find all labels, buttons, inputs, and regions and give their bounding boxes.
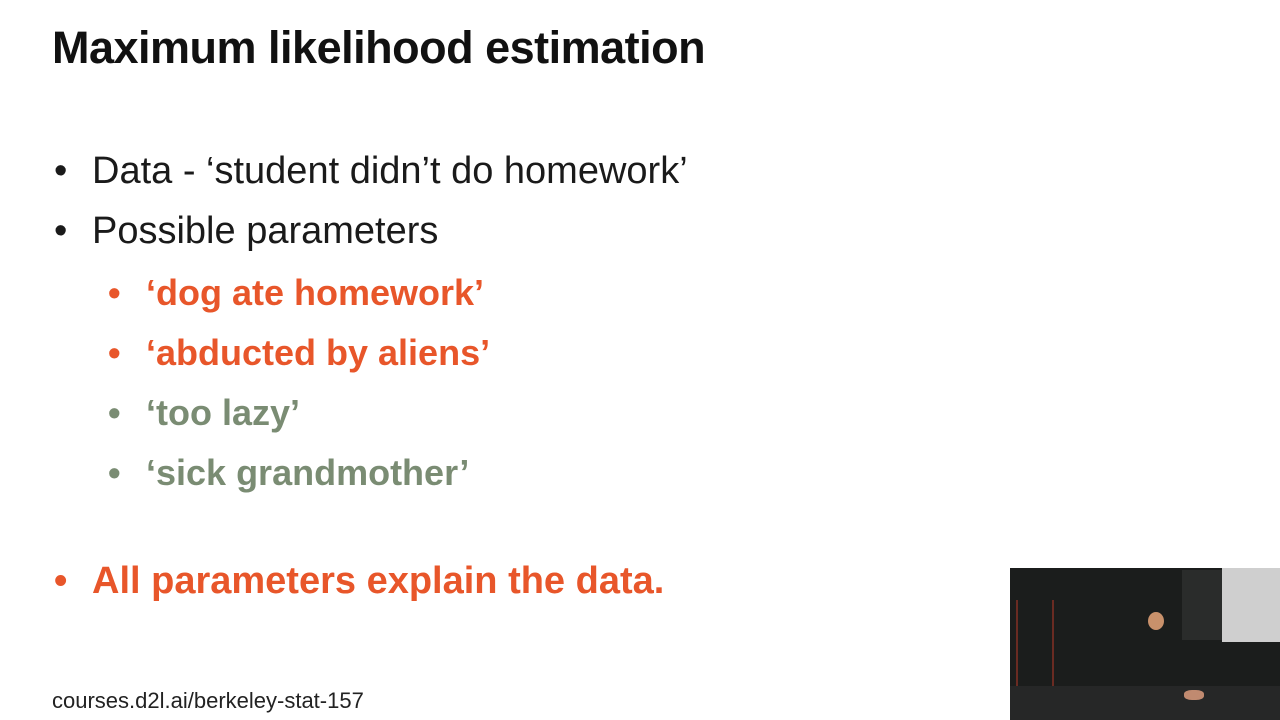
sub-bullet-abducted-by-aliens: • ‘abducted by aliens’ [108,332,490,374]
sub-bullet-dog-ate-homework: • ‘dog ate homework’ [108,272,484,314]
slide-title: Maximum likelihood estimation [52,22,706,73]
webcam-floor [1010,686,1280,720]
webcam-table [1016,600,1054,710]
bullet-dot: • [108,452,121,493]
webcam-object [1184,690,1204,700]
bullet-data-text: Data - ‘student didn’t do homework’ [92,150,688,192]
sub-bullet-text: ‘dog ate homework’ [146,272,485,313]
webcam-wall [1222,568,1280,642]
webcam-presenter [1148,612,1164,630]
bullet-dot: • [108,332,121,373]
sub-bullet-text: ‘too lazy’ [146,392,301,433]
bullet-dot: • [108,272,121,313]
bullet-data: • Data - ‘student didn’t do homework’ [54,150,688,193]
sub-bullet-text: ‘sick grandmother’ [146,452,470,493]
sub-bullet-too-lazy: • ‘too lazy’ [108,392,300,434]
bullet-dot: • [54,210,68,252]
bullet-possible-parameters: • Possible parameters [54,210,438,253]
webcam-doorway [1182,570,1222,640]
bullet-dot: • [108,392,121,433]
bullet-conclusion-text: All parameters explain the data. [92,560,665,602]
bullet-dot: • [54,560,68,602]
bullet-dot: • [54,150,68,192]
footer-url: courses.d2l.ai/berkeley-stat-157 [52,688,364,713]
sub-bullet-sick-grandmother: • ‘sick grandmother’ [108,452,469,494]
bullet-conclusion: • All parameters explain the data. [54,560,664,603]
bullet-possible-parameters-text: Possible parameters [92,210,439,252]
webcam-thumbnail [1010,568,1280,720]
sub-bullet-text: ‘abducted by aliens’ [146,332,491,373]
